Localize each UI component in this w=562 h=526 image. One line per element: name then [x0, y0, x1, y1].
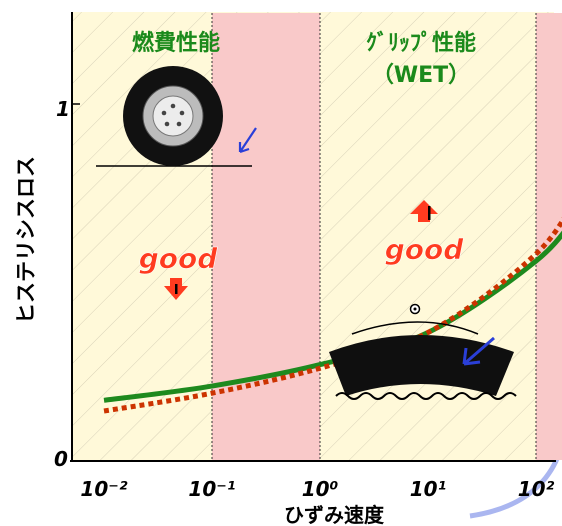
- y-tick-label-0: 0: [54, 447, 68, 471]
- band-2-label: ｸﾞﾘｯﾌﾟ性能: [366, 30, 476, 56]
- y-tick-label-1: 1: [56, 97, 70, 121]
- x-tick-label: 10²: [518, 477, 555, 501]
- x-tick-label: 10¹: [410, 477, 447, 501]
- band-2-good-text: good: [385, 233, 465, 266]
- band-1-label: 燃費性能: [132, 30, 220, 56]
- y-axis-label: ヒステリシスロス: [14, 156, 38, 324]
- down-arrow-icon: [164, 278, 188, 300]
- deformation-arrow-icon-small: [238, 127, 257, 154]
- x-axis-label: ひずみ速度: [284, 503, 385, 526]
- up-arrow-icon: [410, 200, 438, 222]
- band-2-sublabel: （WET）: [372, 63, 470, 88]
- x-tick-label: 10⁻¹: [188, 477, 235, 501]
- x-tick-label: 10⁰: [302, 477, 339, 501]
- deformation-arrow-icon-large: [462, 336, 495, 366]
- road-contact-illustration: [329, 303, 517, 400]
- series-line-1: [103, 230, 562, 403]
- x-ticks: 10⁻²10⁻¹10⁰10¹10²10³10⁴: [80, 477, 555, 501]
- tire-illustration: [96, 66, 252, 167]
- band-1-region: [212, 13, 320, 460]
- band-1-good-text: good: [139, 242, 219, 275]
- x-tick-label: 10⁻²: [80, 477, 127, 501]
- series-line-2: [103, 216, 562, 414]
- curves: [103, 216, 562, 414]
